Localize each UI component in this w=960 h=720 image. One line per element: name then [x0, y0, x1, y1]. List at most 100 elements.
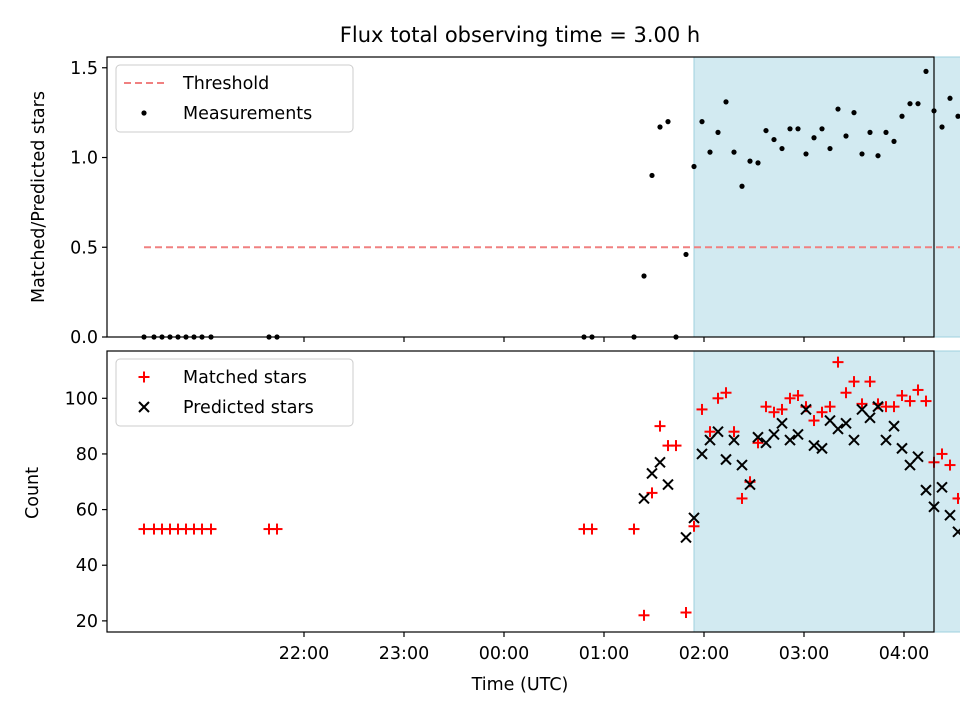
matched-star-point [912, 384, 924, 396]
measurement-point [883, 129, 889, 135]
measurement-point [819, 126, 825, 132]
measurement-point [827, 145, 833, 152]
predicted-star-point [848, 434, 860, 446]
predicted-star-point [920, 484, 932, 496]
legend-box [115, 358, 354, 427]
predicted-star-point [872, 400, 884, 413]
legend-label: Threshold [182, 74, 269, 94]
matched-star-point [784, 392, 796, 404]
matched-star-point [808, 415, 820, 427]
measurement-point [811, 135, 817, 141]
matched-star-point [628, 523, 640, 535]
predicted-star-point [688, 512, 700, 524]
measurement-point [739, 183, 745, 189]
matched-star-point [586, 523, 598, 535]
x-tick-label: 02:00 [679, 644, 729, 664]
measurement-point [763, 127, 769, 134]
measurement-point [915, 101, 921, 107]
measurement-point [891, 138, 897, 144]
predicted-star-point [736, 459, 748, 471]
measurement-point [707, 149, 713, 155]
matched-star-point [920, 395, 932, 407]
measurement-point [795, 126, 801, 132]
axes-frame [106, 350, 935, 633]
matched-star-point [952, 492, 960, 504]
matched-star-point [646, 487, 658, 499]
predicted-star-point [888, 420, 900, 432]
measurement-point [771, 136, 777, 143]
legend-label: Measurements [183, 104, 312, 124]
matched-star-point [680, 607, 692, 619]
predicted-star-point [696, 448, 708, 460]
predicted-star-point [662, 478, 674, 491]
measurement-point [843, 133, 849, 139]
x-tick-label: 23:00 [379, 644, 429, 664]
measurement-point [715, 129, 721, 135]
measurement-point [907, 101, 913, 107]
x-tick-label: 22:00 [279, 644, 329, 664]
measurement-point [947, 95, 953, 101]
measurement-point [683, 251, 689, 258]
measurement-point [955, 113, 960, 119]
matched-star-point [776, 403, 788, 415]
y-tick-label: 0.5 [70, 238, 98, 258]
measurement-point [923, 68, 929, 74]
axes-frame [106, 56, 935, 338]
matched-star-point [696, 403, 708, 415]
predicted-star-point [912, 451, 924, 463]
predicted-star-point [712, 425, 724, 438]
top-ylabel: Matched/Predicted stars [29, 91, 49, 303]
y-tick-label: 0.0 [70, 328, 98, 348]
measurement-point [899, 113, 905, 119]
ratio-panel: 0.0 0.5 1.0 1.5 Threshold Measurements [70, 56, 960, 348]
measurement-point [657, 124, 663, 130]
predicted-star-point [638, 492, 650, 505]
matched-star-point [688, 520, 700, 532]
y-tick-label: 60 [76, 501, 98, 521]
y-tick-label: 40 [76, 556, 98, 576]
measurement-point [859, 151, 865, 157]
matched-star-point [736, 492, 748, 504]
legend-box [115, 64, 354, 133]
measurement-point [755, 160, 761, 166]
matched-star-point [904, 395, 916, 407]
bottom-ylabel: Count [23, 467, 43, 519]
x-tick-label: 03:00 [779, 644, 829, 664]
predicted-star-point [768, 428, 780, 441]
matched-star-point [856, 398, 868, 410]
matched-star-point [654, 420, 666, 432]
matched-star-point [944, 459, 956, 471]
legend-matched-swatch [138, 371, 150, 383]
predicted-star-point [944, 509, 956, 521]
predicted-star-point [840, 417, 852, 430]
matched-star-point [704, 426, 716, 438]
x-tick-label: 01:00 [579, 644, 629, 664]
measurement-point [803, 151, 809, 157]
predicted-star-point [654, 456, 666, 468]
predicted-star-point [720, 453, 732, 466]
measurement-point [731, 149, 737, 155]
measurement-point [867, 129, 873, 135]
matched-star-point [768, 406, 780, 418]
predicted-star-point [880, 434, 892, 446]
y-tick-label: 100 [65, 389, 98, 409]
matched-star-point [205, 523, 217, 535]
predicted-star-point [744, 478, 756, 491]
matched-star-point [816, 406, 828, 418]
matched-star-point [792, 390, 804, 402]
x-tick-label: 04:00 [879, 644, 929, 664]
observing-window-region [693, 350, 960, 633]
predicted-star-point [646, 467, 658, 480]
observing-window-region [693, 56, 960, 338]
matched-star-point [720, 387, 732, 399]
predicted-star-point [784, 434, 796, 446]
measurement-point [691, 163, 697, 170]
matched-star-point [840, 387, 852, 399]
y-tick-label: 20 [76, 612, 98, 632]
measurement-point [787, 126, 793, 132]
chart-title: Flux total observing time = 3.00 h [340, 23, 700, 47]
measurement-point [649, 172, 655, 179]
legend: Matched stars Predicted stars [115, 358, 354, 427]
legend-measurement-swatch [141, 110, 147, 116]
matched-star-point [752, 437, 764, 449]
